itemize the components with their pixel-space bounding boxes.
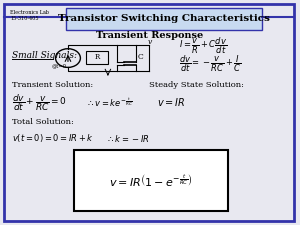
Text: Electronics Lab
15-310-405: Electronics Lab 15-310-405 — [10, 10, 49, 21]
Text: $v = IR\left(1 - e^{-\frac{t}{RC}}\right)$: $v = IR\left(1 - e^{-\frac{t}{RC}}\right… — [109, 172, 193, 188]
Text: Transient Response: Transient Response — [96, 31, 203, 40]
Text: $\therefore k = -IR$: $\therefore k = -IR$ — [106, 133, 150, 144]
Text: $\therefore v = ke^{-\frac{t}{RC}}$: $\therefore v = ke^{-\frac{t}{RC}}$ — [86, 95, 133, 108]
Text: Small Signals:: Small Signals: — [12, 51, 77, 60]
Text: $v = IR$: $v = IR$ — [157, 96, 185, 108]
Text: C: C — [138, 53, 144, 61]
Text: Total Solution:: Total Solution: — [12, 119, 74, 126]
FancyBboxPatch shape — [67, 8, 262, 30]
Text: Transistor Switching Characteristics: Transistor Switching Characteristics — [58, 14, 270, 23]
Text: $\dfrac{dv}{dt} + \dfrac{v}{RC} = 0$: $\dfrac{dv}{dt} + \dfrac{v}{RC} = 0$ — [12, 92, 67, 113]
Text: Steady State Solution:: Steady State Solution: — [149, 81, 244, 89]
FancyBboxPatch shape — [4, 4, 294, 221]
Text: Transient Solution:: Transient Solution: — [12, 81, 93, 89]
Text: $I = \dfrac{v}{R} + C\dfrac{dv}{dt}$: $I = \dfrac{v}{R} + C\dfrac{dv}{dt}$ — [179, 36, 227, 56]
Text: $\dfrac{dv}{dt} = -\dfrac{v}{RC} + \dfrac{I}{C}$: $\dfrac{dv}{dt} = -\dfrac{v}{RC} + \dfra… — [179, 54, 242, 74]
Text: R: R — [94, 53, 100, 61]
Text: v: v — [148, 38, 152, 47]
Bar — [86, 51, 108, 64]
FancyBboxPatch shape — [74, 150, 228, 212]
Text: $v(t=0) = 0 = IR + k$: $v(t=0) = 0 = IR + k$ — [12, 132, 94, 144]
Text: @t=0: @t=0 — [52, 63, 67, 68]
